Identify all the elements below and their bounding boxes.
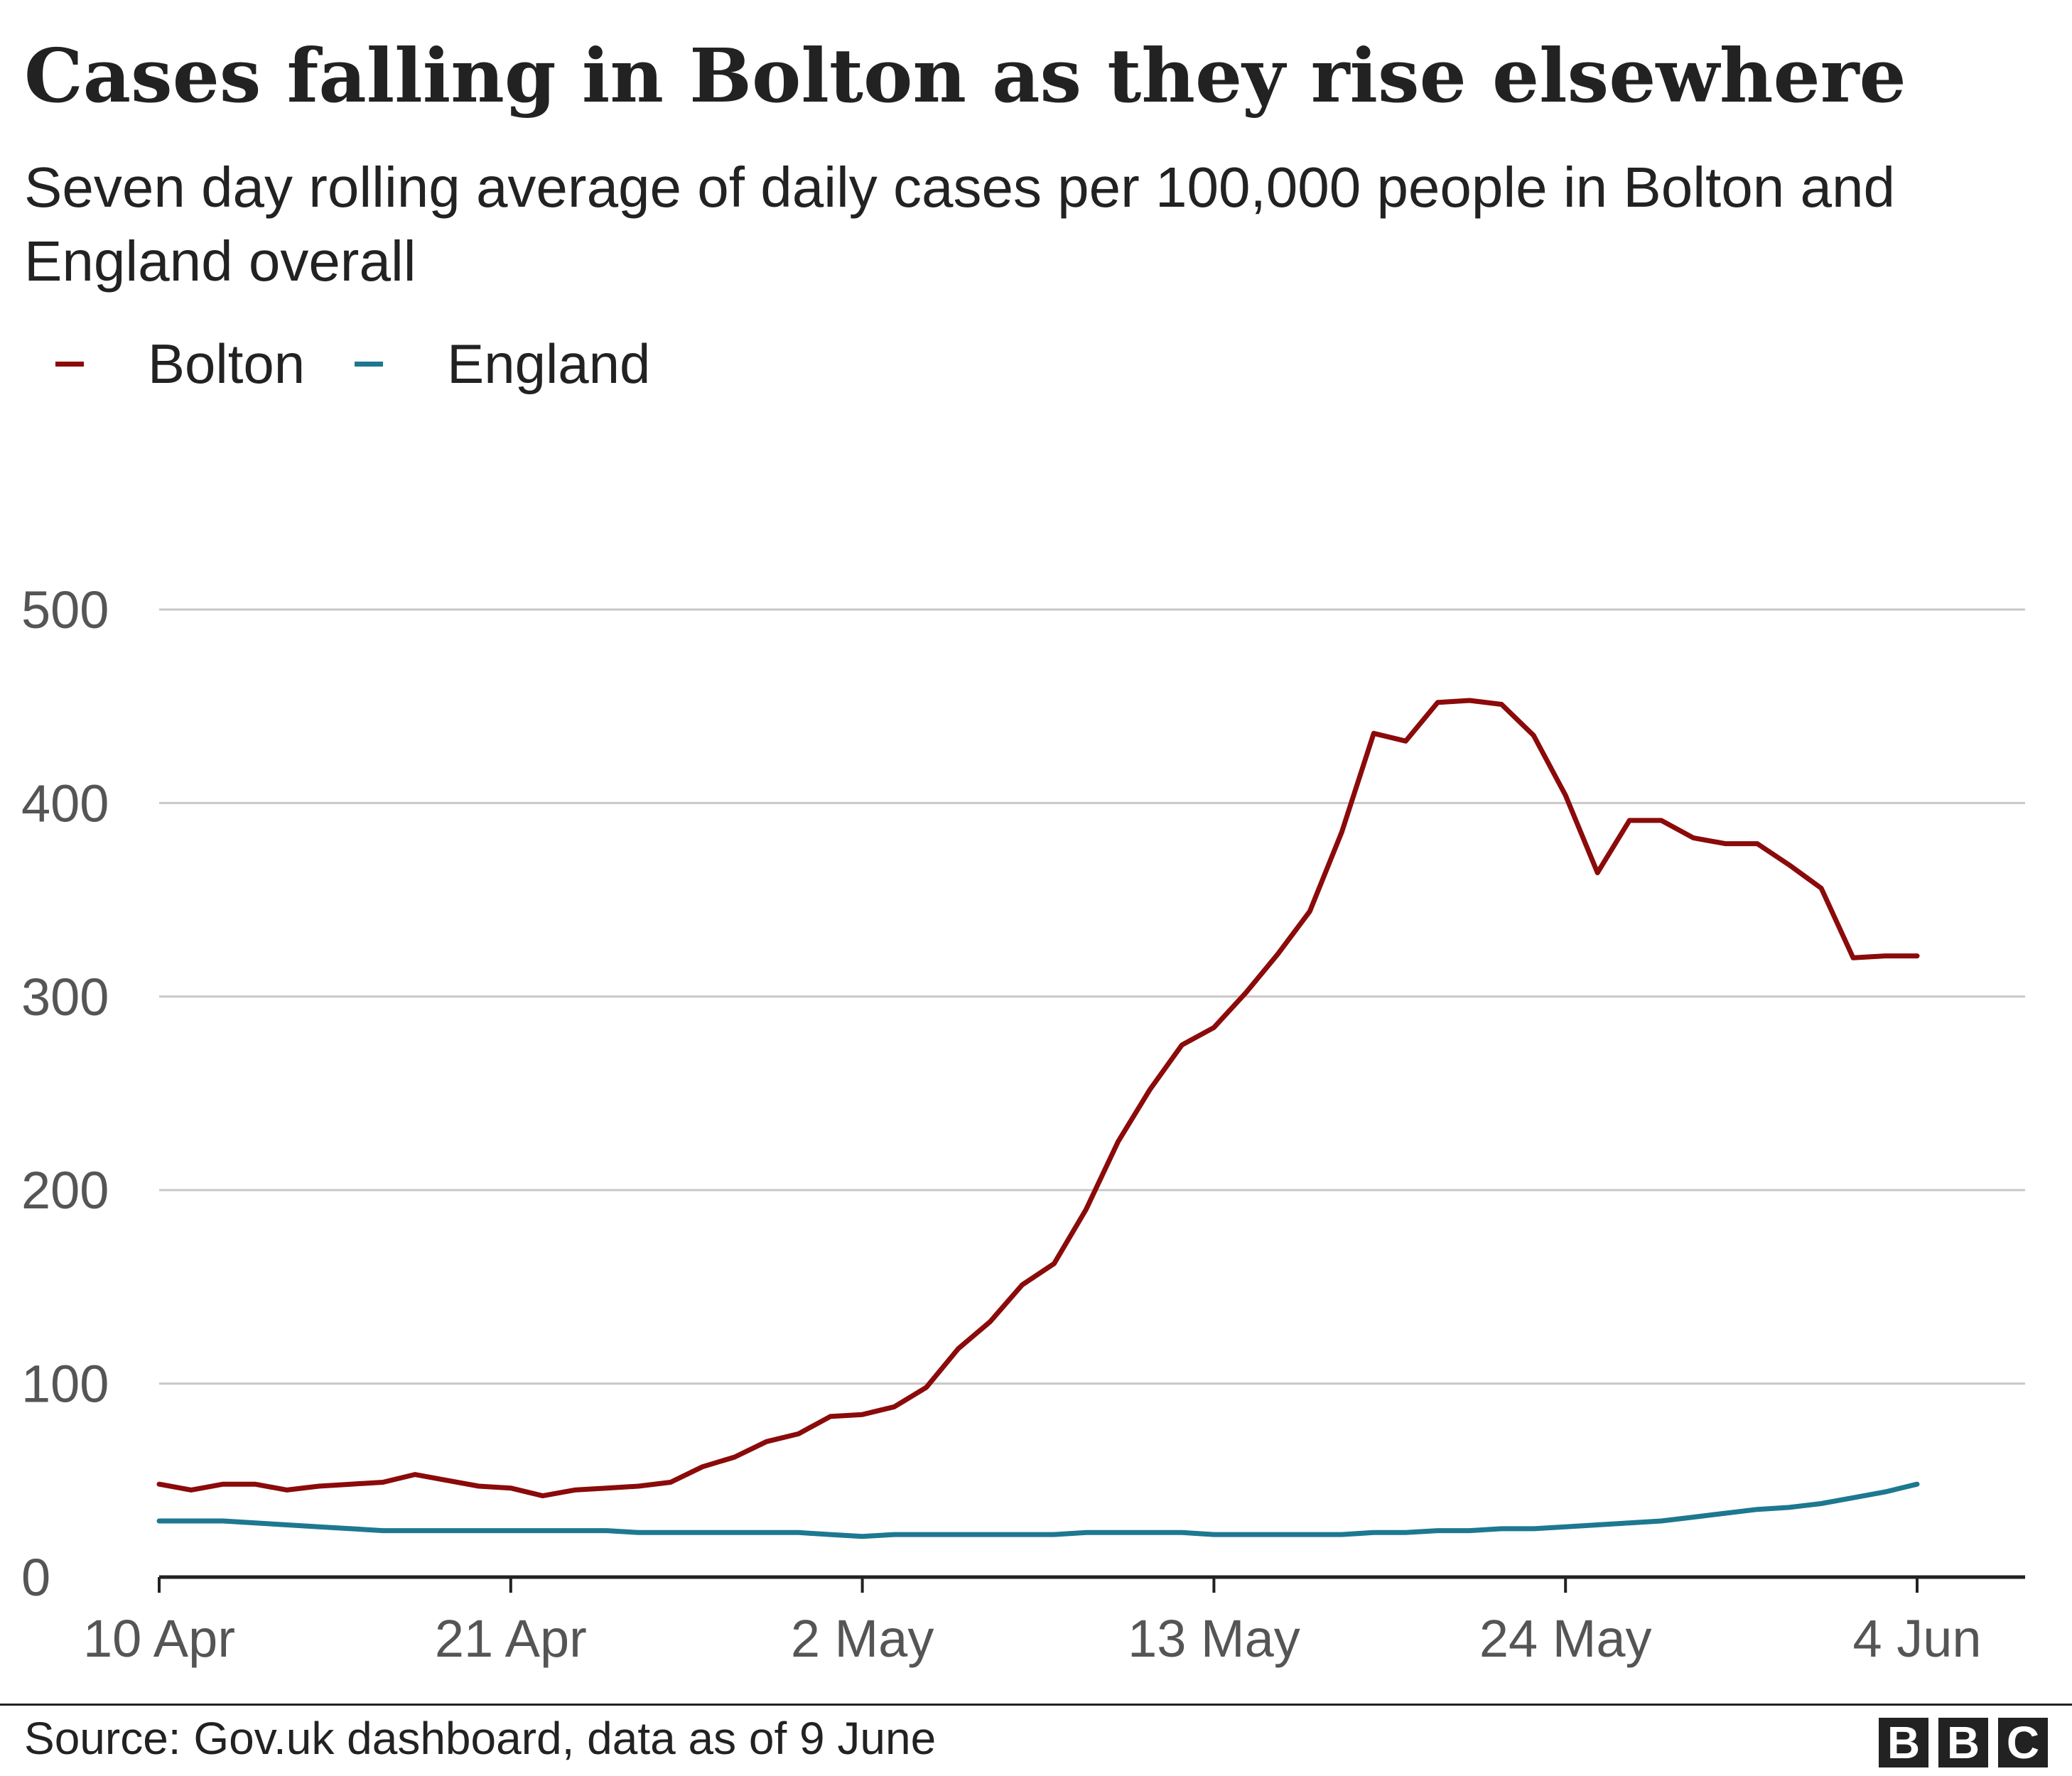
series-line-bolton [156, 698, 1920, 1499]
y-tick-label: 0 [21, 1548, 50, 1607]
legend-item-bolton: Bolton [55, 332, 305, 396]
footer-divider [0, 1704, 2072, 1706]
x-tick-label: 10 Apr [83, 1609, 235, 1668]
x-tick-label: 2 May [791, 1609, 934, 1668]
bbc-logo: B B C [1879, 1717, 2048, 1768]
source-note: Source: Gov.uk dashboard, data as of 9 J… [24, 1713, 937, 1764]
chart-subtitle: Seven day rolling average of daily cases… [24, 156, 1895, 293]
line-chart: 0 100 200 300 400 500 10 Apr 21 Apr 2 May 13 May 2… [21, 580, 2025, 1668]
legend: Bolton England [55, 328, 700, 399]
x-tick-label: 21 Apr [435, 1609, 587, 1668]
bbc-logo-letter: B [1938, 1717, 1988, 1768]
chart-title: Cases falling in Bolton as they rise els… [24, 32, 1906, 119]
y-tick-label: 300 [21, 968, 109, 1027]
y-tick-label: 500 [21, 580, 109, 639]
x-tick-label: 24 May [1479, 1609, 1652, 1668]
bbc-logo-letter: C [1998, 1717, 2048, 1768]
x-tick-label: 4 Jun [1852, 1609, 1981, 1668]
y-tick-label: 200 [21, 1161, 109, 1220]
y-tick-label: 100 [21, 1355, 109, 1414]
legend-swatch-bolton [55, 361, 84, 367]
series-line-england [156, 1481, 1920, 1539]
legend-item-england: England [355, 332, 650, 396]
legend-label-bolton: Bolton [148, 332, 306, 395]
legend-label-england: England [447, 332, 651, 395]
x-tick-label: 13 May [1128, 1609, 1300, 1668]
legend-swatch-england [355, 361, 384, 367]
bbc-logo-letter: B [1879, 1717, 1928, 1768]
y-tick-label: 400 [21, 774, 109, 833]
